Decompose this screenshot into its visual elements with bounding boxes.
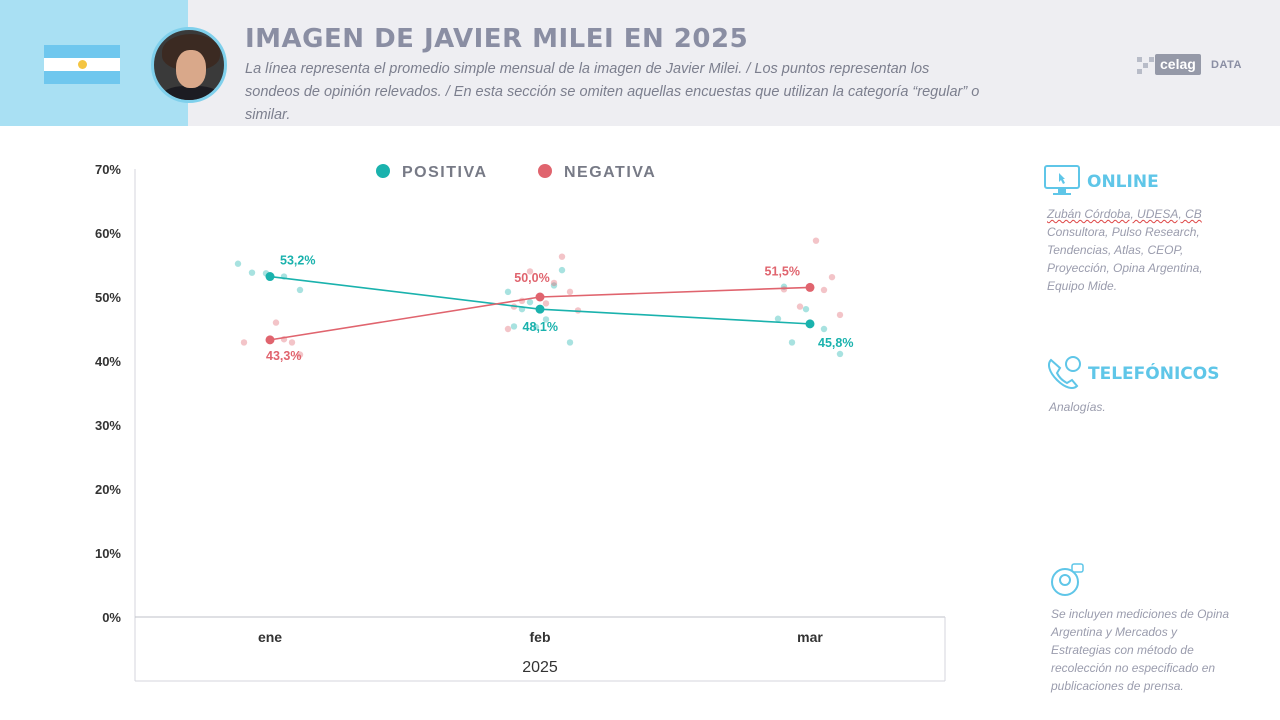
x-tick-label: mar <box>797 629 823 645</box>
poll-point <box>240 339 248 346</box>
poll-point <box>566 288 574 296</box>
avatar <box>151 27 227 103</box>
online-pollsters: Zubán Córdoba, UDESA, CB Consultora, Pul… <box>1047 205 1247 295</box>
page-title: IMAGEN DE JAVIER MILEI EN 2025 <box>245 24 749 54</box>
poll-point <box>296 286 304 294</box>
poll-point <box>780 286 788 293</box>
brand-name: celag <box>1155 54 1201 75</box>
legend-label: POSITIVA <box>402 164 488 181</box>
y-tick-label: 0% <box>102 610 121 625</box>
data-label: 48,1% <box>523 320 558 334</box>
poll-point <box>820 286 828 294</box>
poll-point <box>820 325 828 333</box>
poll-point <box>836 350 844 358</box>
legend-label: NEGATIVA <box>564 164 656 181</box>
x-axis-title: 2025 <box>522 659 558 676</box>
poll-point <box>566 339 574 346</box>
poll-point <box>836 311 844 319</box>
poll-point <box>272 319 280 326</box>
poll-point <box>550 279 558 287</box>
poll-point <box>504 325 512 333</box>
legend-marker <box>376 164 390 178</box>
poll-point <box>248 269 256 276</box>
average-point <box>805 319 815 329</box>
header-bar: IMAGEN DE JAVIER MILEI EN 2025 La línea … <box>0 0 1280 126</box>
note-line-4: recolección no especificado en <box>1051 661 1216 675</box>
online-line-2: Consultora, Pulso Research, <box>1047 225 1200 239</box>
poll-point <box>234 260 242 267</box>
poll-point <box>828 273 836 281</box>
y-tick-label: 60% <box>95 226 121 241</box>
poll-point <box>558 266 566 274</box>
average-point <box>535 304 545 314</box>
average-point <box>265 272 275 282</box>
online-line-3: Tendencias, Atlas, CEOP, <box>1047 243 1184 257</box>
x-tick-label: ene <box>258 629 282 645</box>
data-label: 45,8% <box>818 336 853 350</box>
x-tick-label: feb <box>530 629 551 645</box>
note-line-5: publicaciones de prensa. <box>1051 679 1184 693</box>
poll-point <box>510 323 518 330</box>
average-point <box>805 282 815 292</box>
y-tick-label: 20% <box>95 482 121 497</box>
poll-point <box>558 253 566 260</box>
page-subtitle: La línea representa el promedio simple m… <box>245 61 980 123</box>
poll-point <box>812 237 820 244</box>
y-tick-label: 70% <box>95 162 121 177</box>
poll-point <box>542 300 550 307</box>
online-heading: ONLINE <box>1087 172 1159 192</box>
telefonicos-heading: TELEFÓNICOS <box>1088 364 1220 384</box>
y-tick-label: 30% <box>95 418 121 433</box>
note-text: Se incluyen mediciones de Opina Argentin… <box>1051 605 1251 695</box>
brand-pixel-icon <box>1137 53 1155 77</box>
online-line-4: Proyección, Opina Argentina, <box>1047 261 1203 275</box>
online-line-5: Equipo Mide. <box>1047 279 1118 293</box>
y-tick-label: 40% <box>95 354 121 369</box>
computer-icon <box>1044 165 1080 195</box>
poll-point <box>288 339 296 346</box>
poll-point <box>296 351 304 358</box>
operator-headset-icon <box>1051 563 1084 596</box>
note-line-2: Argentina y Mercados y <box>1051 625 1178 639</box>
poll-point <box>796 303 804 310</box>
argentina-flag-icon <box>44 45 120 84</box>
poll-point <box>788 339 796 346</box>
telefonicos-text: Analogías. <box>1049 400 1106 414</box>
brand-suffix: DATA <box>1211 59 1242 71</box>
data-label: 43,3% <box>266 349 301 363</box>
poll-point <box>526 298 534 306</box>
legend-marker <box>538 164 552 178</box>
chart: 0% 10% 20% 30% 40% 50% 60% 70% ene feb mar 2025 POSI… <box>95 162 946 682</box>
data-label: 53,2% <box>280 254 315 268</box>
average-point <box>265 335 275 345</box>
poll-point <box>774 315 782 322</box>
average-point <box>535 292 545 302</box>
online-line-1: Zubán Córdoba, UDESA, CB <box>1047 207 1202 221</box>
data-label: 51,5% <box>765 264 800 278</box>
y-tick-label: 10% <box>95 546 121 561</box>
poll-point <box>526 268 534 275</box>
data-label: 50,0% <box>514 271 549 285</box>
y-tick-label: 50% <box>95 290 121 305</box>
note-line-1: Se incluyen mediciones de Opina <box>1051 607 1230 621</box>
poll-point <box>550 282 558 289</box>
poll-point <box>532 323 540 331</box>
poll-point <box>802 305 810 313</box>
poll-point <box>504 288 512 296</box>
poll-point <box>542 316 550 323</box>
note-line-3: Estrategias con método de <box>1051 643 1194 657</box>
phone-icon <box>1048 356 1081 389</box>
